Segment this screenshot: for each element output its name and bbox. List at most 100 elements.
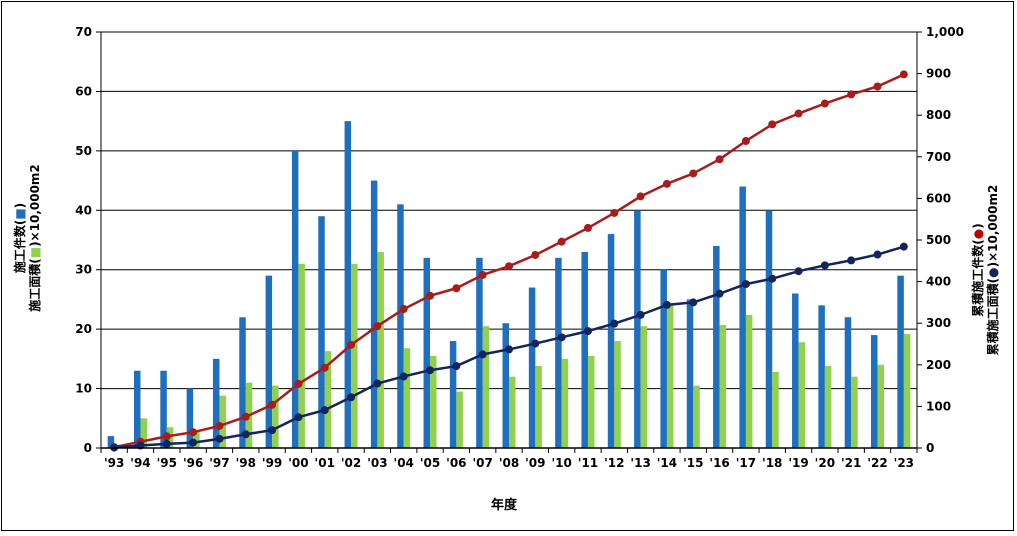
x-tick-label: '03 bbox=[367, 456, 387, 470]
cumulative-count-point bbox=[583, 223, 592, 232]
count-bar bbox=[107, 436, 115, 448]
area-bar bbox=[877, 364, 885, 448]
count-legend-marker: ■ bbox=[13, 208, 27, 219]
right-tick-label: 400 bbox=[926, 275, 951, 289]
count-bar bbox=[713, 245, 720, 448]
x-tick-label: '95 bbox=[157, 456, 177, 470]
cumulative-count-point bbox=[215, 421, 224, 430]
area-bar bbox=[587, 355, 595, 448]
left-tick-label: 50 bbox=[75, 144, 92, 158]
left-tick-label: 30 bbox=[75, 263, 92, 277]
area-bar bbox=[272, 385, 279, 448]
cumulative-area-point bbox=[741, 280, 750, 289]
cumulative-area-point bbox=[215, 434, 224, 443]
count-bar bbox=[423, 257, 431, 448]
cumulative-area-point bbox=[320, 406, 329, 415]
x-tick-label: '12 bbox=[604, 456, 624, 470]
left-axis-ticks: 0 10 20 30 40 50 60 70 bbox=[75, 25, 92, 455]
count-bar bbox=[818, 305, 825, 448]
x-tick-label: '05 bbox=[420, 456, 440, 470]
svg-text:累積施工面積(●)×10,000m2: 累積施工面積(●)×10,000m2 bbox=[985, 185, 1000, 356]
right-axis-title-line2-suffix: )×10,000m2 bbox=[986, 185, 1000, 268]
x-tick-label: '99 bbox=[262, 456, 282, 470]
right-tick-label: 300 bbox=[926, 316, 951, 330]
x-tick-label: '19 bbox=[788, 456, 808, 470]
count-bar bbox=[739, 186, 746, 448]
svg-text:施工面積(■)×10,000m2: 施工面積(■)×10,000m2 bbox=[27, 164, 42, 312]
x-tick-label: '96 bbox=[183, 456, 203, 470]
x-tick-label: '14 bbox=[657, 456, 677, 470]
left-tick-label: 0 bbox=[84, 441, 92, 455]
x-tick-label: '18 bbox=[762, 456, 782, 470]
right-axis-title: 累積施工件数(●) 累積施工面積(●)×10,000m2 bbox=[970, 185, 1000, 356]
area-bar bbox=[193, 430, 200, 448]
area-bar bbox=[693, 385, 700, 448]
cumulative-area-point bbox=[636, 310, 645, 319]
x-tick-label: '07 bbox=[472, 456, 492, 470]
count-bar bbox=[607, 234, 615, 448]
count-bar bbox=[792, 293, 799, 448]
cumulative-count-point bbox=[741, 136, 750, 145]
cumulative-count-point bbox=[294, 379, 303, 388]
cumulative-area-point bbox=[294, 413, 303, 422]
count-bar bbox=[370, 180, 378, 449]
count-bar bbox=[186, 388, 194, 448]
x-tick-label: '16 bbox=[709, 456, 729, 470]
cumulative-count-point bbox=[636, 192, 645, 201]
x-tick-label: '20 bbox=[815, 456, 835, 470]
cumulative-area-point bbox=[768, 274, 777, 283]
cumulative-area-point bbox=[399, 372, 408, 381]
x-tick-label: '08 bbox=[499, 456, 519, 470]
right-tick-label: 100 bbox=[926, 399, 951, 413]
x-tick-label: '93 bbox=[104, 456, 124, 470]
cumulative-area-point bbox=[241, 430, 250, 439]
area-bar bbox=[456, 391, 463, 448]
count-bar bbox=[844, 317, 852, 448]
right-tick-label: 600 bbox=[926, 191, 951, 205]
cumulative-count-point bbox=[189, 428, 198, 437]
left-tick-label: 70 bbox=[75, 25, 92, 39]
line-series bbox=[110, 70, 908, 452]
count-bar bbox=[160, 370, 167, 448]
x-tick-label: '00 bbox=[288, 456, 308, 470]
count-bar bbox=[318, 216, 325, 448]
bar-series bbox=[107, 121, 911, 449]
count-bar bbox=[212, 358, 220, 448]
cumulative-area-point bbox=[347, 393, 356, 402]
right-axis-title-line1-prefix: 累積施工件数( bbox=[970, 239, 985, 317]
cumulative-count-point bbox=[531, 250, 540, 259]
area-bar bbox=[745, 314, 753, 448]
cumulative-count-point bbox=[715, 155, 724, 164]
x-tick-label: '02 bbox=[341, 456, 361, 470]
area-bar bbox=[482, 326, 490, 448]
cumulative-count-point bbox=[162, 432, 171, 441]
cumulative-count-point bbox=[478, 270, 487, 279]
count-bar bbox=[265, 275, 273, 448]
count-bar bbox=[449, 341, 457, 448]
area-bar bbox=[509, 376, 516, 448]
x-tick-label: '13 bbox=[630, 456, 650, 470]
cumulative-area-point bbox=[794, 267, 803, 276]
area-bar bbox=[377, 251, 384, 448]
right-tick-label: 800 bbox=[926, 108, 951, 122]
left-axis-title-line1-prefix: 施工件数( bbox=[12, 220, 27, 274]
cumulative-area-point bbox=[583, 327, 592, 336]
cumulative-count-point bbox=[794, 109, 803, 118]
cumulative-area-point bbox=[557, 333, 566, 342]
area-bar bbox=[851, 376, 858, 448]
count-bar bbox=[555, 257, 562, 448]
area-bar bbox=[903, 333, 911, 448]
x-tick-label: '98 bbox=[236, 456, 256, 470]
area-bar bbox=[640, 326, 648, 448]
area-bar bbox=[140, 418, 147, 448]
cumulative-area-point bbox=[847, 256, 856, 265]
x-axis-title: 年度 bbox=[491, 497, 518, 513]
count-bar bbox=[871, 335, 878, 448]
cumulative-count-point bbox=[268, 400, 277, 409]
cumulative-count-point bbox=[452, 284, 461, 293]
area-bar bbox=[614, 341, 621, 448]
cumulative-count-point bbox=[899, 70, 908, 79]
cumulative-area-point bbox=[452, 362, 461, 371]
cumulative-count-point bbox=[557, 237, 566, 246]
